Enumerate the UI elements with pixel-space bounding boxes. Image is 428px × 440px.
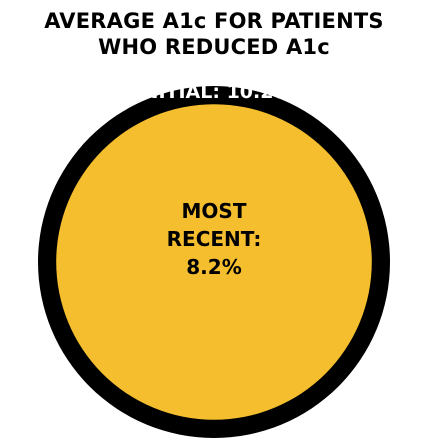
most-recent-label-line-1: MOST	[182, 199, 247, 223]
inner-circle-most-recent	[56, 104, 372, 420]
most-recent-label-line-3: 8.2%	[186, 255, 241, 279]
chart-title-line-2: WHO REDUCED A1c	[98, 35, 330, 59]
most-recent-label-line-2: RECENT:	[167, 227, 262, 251]
chart-title-line-1: AVERAGE A1c FOR PATIENTS	[44, 9, 384, 33]
initial-label: INITIAL: 10.2%	[135, 81, 292, 103]
chart-title: AVERAGE A1c FOR PATIENTS WHO REDUCED A1c	[0, 8, 428, 60]
